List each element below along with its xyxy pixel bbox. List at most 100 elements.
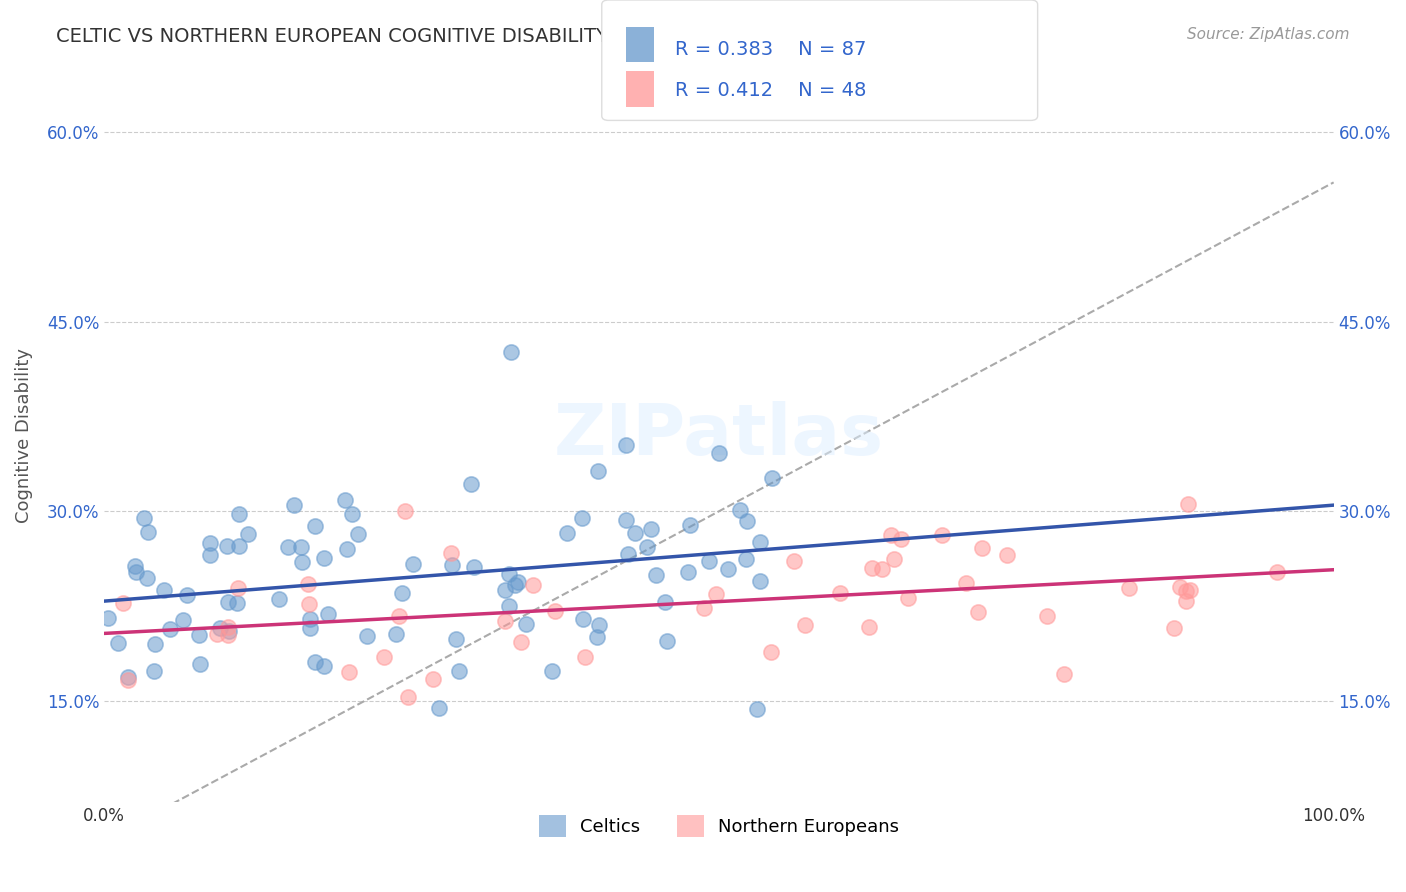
Point [498,599,520,614]
Point [676,565,699,579]
Point [198,536,221,550]
Point [636,541,658,555]
Point [655,633,678,648]
Point [205,626,228,640]
Point [541,665,564,679]
Point [124,565,146,579]
Point [172,613,194,627]
Point [728,503,751,517]
Point [346,527,368,541]
Point [449,665,471,679]
Point [440,546,463,560]
Point [394,503,416,517]
Point [574,650,596,665]
Point [1168,580,1191,594]
Point [217,539,239,553]
Point [314,658,336,673]
Point [356,629,378,643]
Point [860,561,883,575]
Point [401,558,423,572]
Point [124,558,146,573]
Point [335,493,357,508]
Point [749,535,772,549]
Point [298,621,321,635]
Point [498,566,520,581]
Point [97,611,120,625]
Point [544,604,567,618]
Point [136,571,159,585]
Point [299,612,322,626]
Point [153,582,176,597]
Point [506,574,529,589]
Point [693,600,716,615]
Point [828,586,851,600]
Point [143,637,166,651]
Point [494,582,516,597]
Point [716,562,738,576]
Point [440,558,463,572]
Point [870,562,893,576]
Point [304,519,326,533]
Point [1177,497,1199,511]
Point [336,542,359,557]
Point [890,533,912,547]
Point [187,628,209,642]
Point [391,586,413,600]
Point [640,523,662,537]
Point [1180,583,1202,598]
Point [880,528,903,542]
Point [494,614,516,628]
Point [571,511,593,525]
Point [955,576,977,591]
Point [107,636,129,650]
Point [858,620,880,634]
Point [617,547,640,561]
Point [697,554,720,568]
Point [654,594,676,608]
Point [314,551,336,566]
Point [132,511,155,525]
Point [1053,667,1076,681]
Point [1035,609,1057,624]
Point [897,591,920,605]
Point [707,446,730,460]
Point [427,700,450,714]
Point [198,548,221,562]
Point [555,525,578,540]
Point [747,702,769,716]
Point [1265,566,1288,580]
Point [188,657,211,671]
Point [972,541,994,555]
Point [1175,593,1198,607]
Point [290,540,312,554]
Y-axis label: Cognitive Disability: Cognitive Disability [15,348,32,523]
Text: ZIPatlas: ZIPatlas [554,401,884,470]
Point [269,591,291,606]
Point [759,645,782,659]
Point [396,690,419,704]
Point [586,630,609,644]
Point [883,552,905,566]
Point [217,628,239,642]
Point [644,567,666,582]
Point [463,559,485,574]
Point [225,596,247,610]
Text: CELTIC VS NORTHERN EUROPEAN COGNITIVE DISABILITY CORRELATION CHART: CELTIC VS NORTHERN EUROPEAN COGNITIVE DI… [56,27,825,45]
Point [117,673,139,688]
Point [515,617,537,632]
Point [388,609,411,624]
Point [337,665,360,679]
Point [616,438,638,452]
Point [588,617,610,632]
Point [704,587,727,601]
Point [679,518,702,533]
Text: Source: ZipAtlas.com: Source: ZipAtlas.com [1187,27,1350,42]
Point [136,524,159,539]
Point [297,577,319,591]
Point [624,526,647,541]
Point [572,612,595,626]
Point [298,597,321,611]
Point [783,554,806,568]
Point [218,624,240,639]
Point [1163,621,1185,635]
